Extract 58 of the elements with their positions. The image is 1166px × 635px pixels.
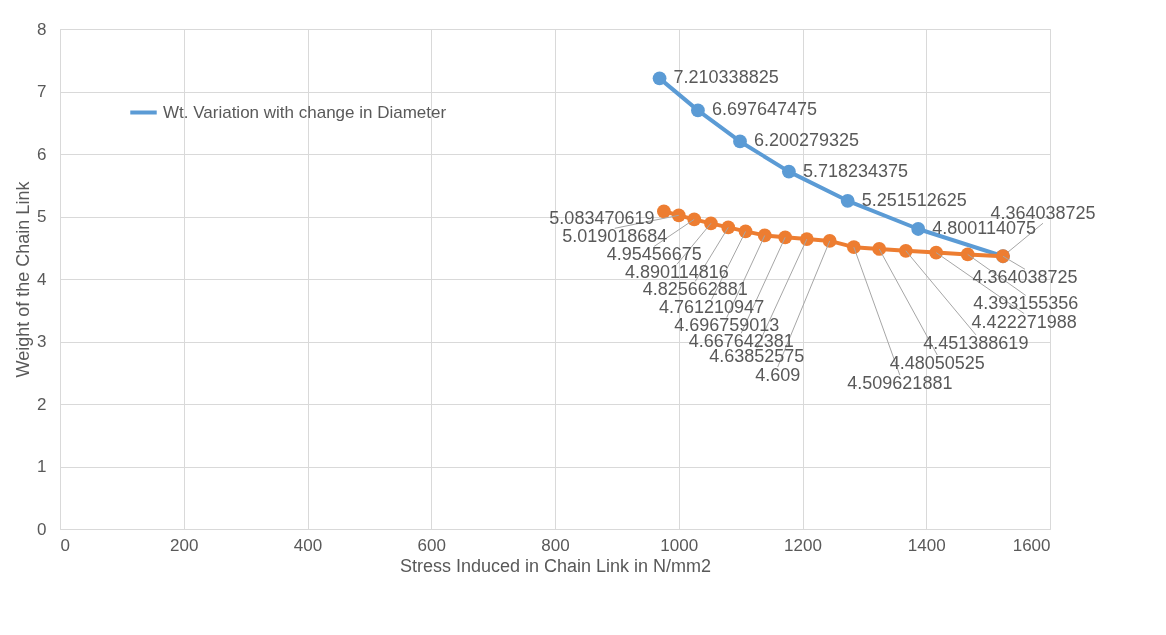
point xyxy=(822,234,837,248)
y-tick-label: 3 xyxy=(37,332,47,351)
x-tick-label: 200 xyxy=(170,535,199,555)
y-tick-label: 5 xyxy=(37,207,47,226)
y-tick-label: 4 xyxy=(37,269,47,289)
data-label: 4.95456675 xyxy=(606,244,702,265)
point xyxy=(721,220,736,235)
x-tick-label: 600 xyxy=(417,535,446,555)
data-label: 7.210338825 xyxy=(673,67,779,88)
point xyxy=(657,204,671,219)
x-tick-label: 1600 xyxy=(1012,535,1051,555)
data-label: 5.718234375 xyxy=(802,160,908,181)
data-label: 4.451388619 xyxy=(923,332,1029,353)
data-label: 6.200279325 xyxy=(754,130,860,151)
y-axis-title: Weight of the Chain Link xyxy=(13,180,34,378)
y-tick-label: 0 xyxy=(37,519,47,539)
point xyxy=(687,212,702,227)
x-tick-label: 1200 xyxy=(784,535,822,555)
x-tick-label: 1400 xyxy=(907,535,946,555)
point xyxy=(898,243,913,258)
point xyxy=(799,232,814,246)
point xyxy=(960,247,975,262)
data-label: 6.697647475 xyxy=(711,99,818,120)
data-label: 4.609 xyxy=(755,364,801,385)
data-label: 4.364038725 xyxy=(972,267,1078,288)
legend-label: Wt. Variation with change in Diameter xyxy=(163,102,447,122)
point xyxy=(704,216,718,231)
data-label: 4.393155356 xyxy=(973,293,1079,314)
point xyxy=(840,193,855,208)
data-label: 4.509621881 xyxy=(847,373,953,394)
point xyxy=(757,228,772,243)
y-tick-label: 1 xyxy=(37,457,47,476)
x-axis-title: Stress Induced in Chain Link in N/mm2 xyxy=(399,555,712,576)
data-label: 4.422271988 xyxy=(971,311,1077,332)
point xyxy=(782,164,796,179)
x-tick-label: 0 xyxy=(60,535,70,555)
data-label: 5.251512625 xyxy=(861,189,967,210)
x-tick-label: 1000 xyxy=(660,535,699,555)
point xyxy=(691,103,705,118)
point xyxy=(929,245,944,260)
data-label: 5.019018684 xyxy=(562,226,668,247)
y-tick-label: 7 xyxy=(37,82,47,101)
data-label: 5.083470619 xyxy=(549,208,655,229)
y-tick-label: 8 xyxy=(37,19,47,39)
y-tick-label: 6 xyxy=(37,144,47,164)
y-tick-label: 2 xyxy=(37,394,47,414)
point xyxy=(671,208,686,223)
point xyxy=(738,224,753,239)
point xyxy=(652,71,667,86)
point xyxy=(846,240,861,255)
point xyxy=(911,222,926,236)
x-tick-label: 400 xyxy=(293,535,323,555)
data-label: 4.761210947 xyxy=(659,297,765,318)
x-tick-label: 800 xyxy=(541,535,570,555)
data-label: 4.48050525 xyxy=(889,352,985,373)
point xyxy=(872,242,887,256)
point xyxy=(733,134,747,149)
point xyxy=(778,230,793,245)
